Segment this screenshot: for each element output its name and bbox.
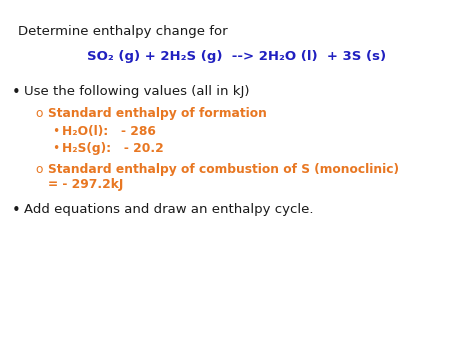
Text: SO₂ (g) + 2H₂S (g)  --> 2H₂O (l)  + 3S (s): SO₂ (g) + 2H₂S (g) --> 2H₂O (l) + 3S (s) — [87, 50, 387, 63]
Text: •: • — [12, 203, 21, 218]
Text: o: o — [35, 163, 43, 176]
Text: H₂O(l):   - 286: H₂O(l): - 286 — [62, 125, 156, 138]
Text: H₂S(g):   - 20.2: H₂S(g): - 20.2 — [62, 142, 164, 155]
Text: o: o — [35, 107, 43, 120]
Text: •: • — [52, 142, 59, 155]
Text: Standard enthalpy of formation: Standard enthalpy of formation — [48, 107, 267, 120]
Text: = - 297.2kJ: = - 297.2kJ — [48, 178, 123, 191]
Text: Standard enthalpy of combustion of S (monoclinic): Standard enthalpy of combustion of S (mo… — [48, 163, 399, 176]
Text: Use the following values (all in kJ): Use the following values (all in kJ) — [24, 85, 249, 98]
Text: Determine enthalpy change for: Determine enthalpy change for — [18, 25, 228, 38]
Text: Add equations and draw an enthalpy cycle.: Add equations and draw an enthalpy cycle… — [24, 203, 313, 216]
Text: •: • — [52, 125, 59, 138]
Text: •: • — [12, 85, 21, 100]
